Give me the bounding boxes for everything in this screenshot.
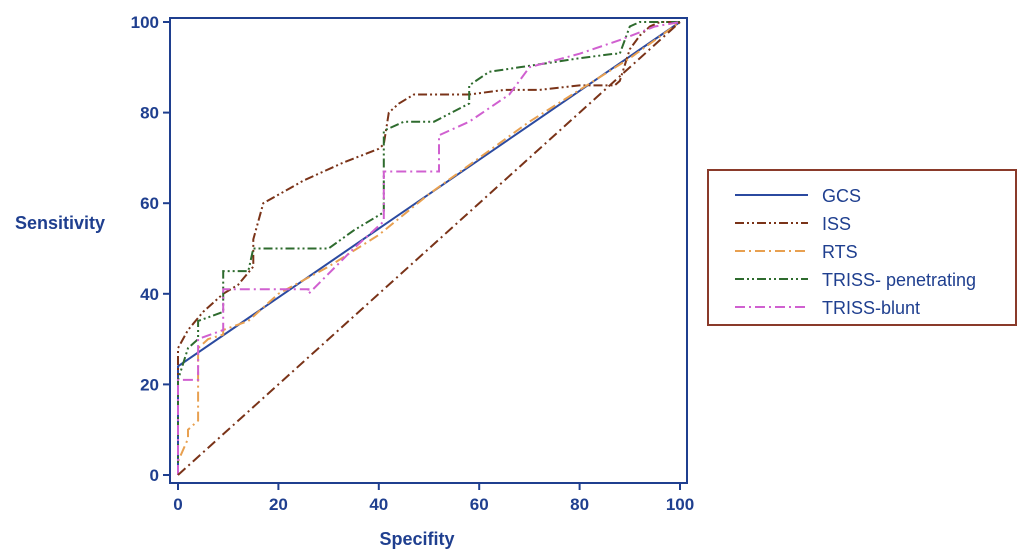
x-tick-label: 40 [369,495,388,514]
legend: GCS ISS RTS TRISS- penetrating TRISS-blunt [735,186,976,318]
x-tick-label: 80 [570,495,589,514]
legend-label: TRISS-blunt [822,298,920,318]
series-line-gcs [177,21,681,475]
series-line-triss-blunt [177,21,681,475]
y-tick-label: 60 [140,194,159,213]
legend-label: GCS [822,186,861,206]
series-lines [177,21,681,476]
series-line-triss-penetrating [177,21,680,475]
y-tick-label: 40 [140,285,159,304]
legend-label: RTS [822,242,858,262]
reference-diagonal-line [177,21,681,476]
legend-label: ISS [822,214,851,234]
series-line-rts [177,21,681,475]
y-tick-label: 100 [131,13,159,32]
x-tick-label: 0 [173,495,182,514]
x-axis-ticks: 0 20 40 60 80 100 [173,483,694,514]
series-line-iss [177,21,680,475]
plot-frame [169,17,688,484]
y-tick-label: 80 [140,104,159,123]
y-tick-label: 0 [150,466,159,485]
y-tick-label: 20 [140,375,159,394]
x-tick-label: 60 [470,495,489,514]
legend-label: TRISS- penetrating [822,270,976,290]
y-axis-ticks: 0 20 40 60 80 100 [131,13,170,485]
x-tick-label: 20 [269,495,288,514]
x-tick-label: 100 [666,495,694,514]
y-axis-label: Sensitivity [15,213,105,233]
x-axis-label: Specifity [379,529,454,549]
